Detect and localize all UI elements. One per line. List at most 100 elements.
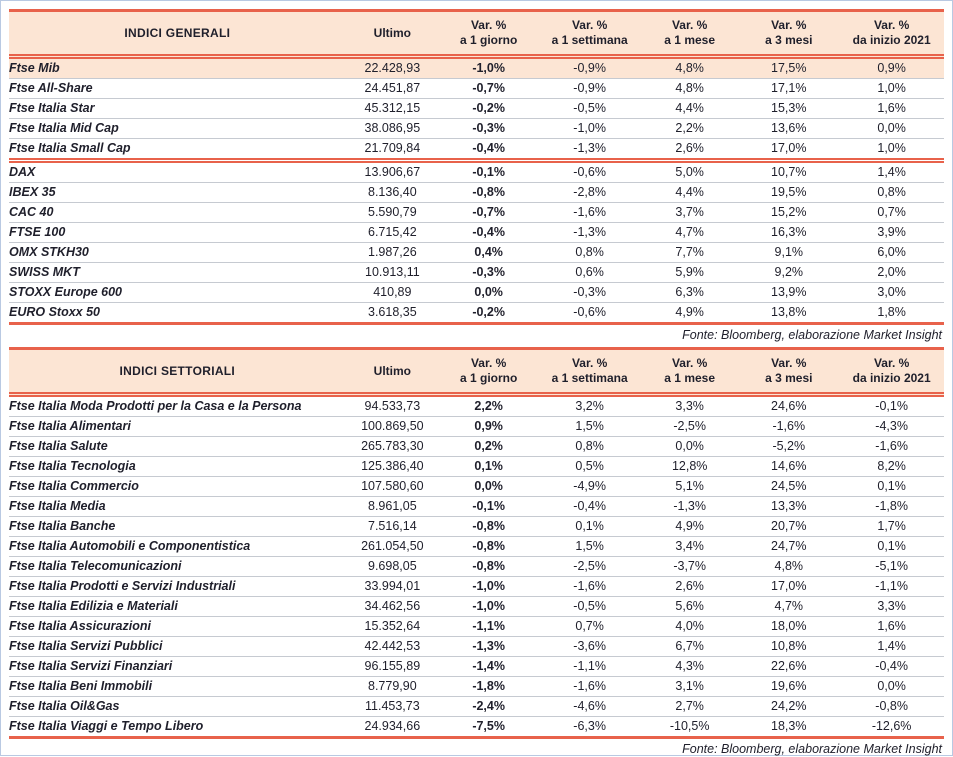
var-3-mesi-value: 10,7% [738,160,840,183]
table-row: SWISS MKT 10.913,11 -0,3% 0,6% 5,9% 9,2% 2,0% [9,262,944,283]
var-3-mesi-value: 14,6% [738,456,840,477]
var-1-giorno-value: 0,0% [439,282,539,303]
index-name: Ftse Italia Small Cap [9,138,346,163]
var-3-mesi-value: 24,5% [738,476,840,497]
table-row: Ftse Italia Oil&Gas 11.453,73 -2,4% -4,6% 2,… [9,696,944,717]
var-label: Var. % [671,18,708,32]
ultimo-value: 33.994,01 [345,576,440,597]
var-1-mese-value: 4,9% [641,516,739,537]
var-1-giorno-value: -7,5% [472,719,505,733]
var-3-mesi-value: 16,3% [738,222,840,243]
column-header-var-3-mesi: Var. % a 3 mesi [738,10,840,59]
var-1-mese-value: 2,6% [641,576,739,597]
ultimo-value: 96.155,89 [345,656,440,677]
var-1-mese-value: 4,4% [641,98,739,119]
index-name: Ftse Italia Tecnologia [9,456,346,477]
index-name: IBEX 35 [9,182,346,203]
index-name: Ftse Italia Telecomunicazioni [9,556,346,577]
var-1-giorno-value: 0,2% [439,436,539,457]
var-inizio-2021-value: -1,1% [839,576,944,597]
var-inizio-2021-value: -4,3% [839,416,944,437]
ultimo-value: 107.580,60 [345,476,440,497]
indici-settoriali-rows: Ftse Italia Moda Prodotti per la Casa e … [9,394,944,738]
table-row: Ftse Italia Servizi Pubblici 42.442,53 -1,… [9,636,944,657]
var-inizio-2021-value: 0,7% [839,202,944,223]
var-3-mesi-value: 4,8% [738,556,840,577]
ultimo-value: 15.352,64 [345,616,440,637]
period-label: a 1 settimana [551,371,628,385]
column-header-var-1-mese: Var. % a 1 mese [641,348,739,397]
var-1-settimana-value: -4,9% [538,476,642,497]
var-inizio-2021-value: 1,8% [877,305,906,319]
var-1-giorno-value: 0,0% [439,476,539,497]
var-1-giorno-value: -0,7% [439,202,539,223]
period-label: a 1 settimana [551,33,628,47]
table-row: EURO Stoxx 50 3.618,35 -0,2% -0,6% 4,9% 13,8%… [9,303,944,324]
var-inizio-2021-value: 1,7% [839,516,944,537]
index-name: Ftse Italia Commercio [9,476,346,497]
var-1-mese-value: 4,0% [641,616,739,637]
var-1-giorno-value: -0,8% [439,182,539,203]
var-1-giorno-value: -0,3% [439,118,539,139]
var-1-settimana-value: -1,3% [538,222,642,243]
var-1-giorno-value: -0,4% [439,222,539,243]
var-1-mese-value: 4,4% [641,182,739,203]
index-name: Ftse Italia Alimentari [9,416,346,437]
var-1-mese-value: 5,0% [641,160,739,183]
var-inizio-2021-value: 2,0% [839,262,944,283]
var-1-mese-value: 3,7% [641,202,739,223]
header-row: INDICI GENERALI Ultimo Var. % a 1 giorno… [9,10,944,59]
var-3-mesi-value: 13,9% [738,282,840,303]
table-row: Ftse Italia Viaggi e Tempo Libero 24.934,… [9,717,944,738]
var-inizio-2021-value: 8,2% [839,456,944,477]
ultimo-value: 265.783,30 [345,436,440,457]
var-inizio-2021-value: -1,6% [839,436,944,457]
ultimo-value: 94.533,73 [345,394,440,417]
var-inizio-2021-value: 0,9% [839,56,944,79]
var-1-mese-value: 6,3% [641,282,739,303]
period-label: a 3 mesi [765,33,813,47]
var-1-settimana-value: 0,6% [538,262,642,283]
var-1-mese-value: 2,2% [641,118,739,139]
var-1-giorno-value: -1,1% [439,616,539,637]
table-row: Ftse Mib 22.428,93 -1,0% -0,9% 4,8% 17,5% 0,9% [9,56,944,79]
var-1-mese-value: 3,3% [641,394,739,417]
var-inizio-2021-value: 1,0% [839,78,944,99]
column-header-ultimo: Ultimo [345,10,440,59]
var-1-giorno-value: -0,2% [472,305,505,319]
var-3-mesi-value: 18,3% [771,719,807,733]
var-inizio-2021-value: 3,3% [839,596,944,617]
source-note: Fonte: Bloomberg, elaborazione Market In… [682,742,942,756]
var-3-mesi-value: 9,1% [738,242,840,263]
var-1-mese-value: 4,8% [641,56,739,79]
var-1-settimana-value: -2,5% [538,556,642,577]
var-3-mesi-value: 20,7% [738,516,840,537]
index-name: Ftse Italia Prodotti e Servizi Industria… [9,576,346,597]
var-3-mesi-value: -1,6% [738,416,840,437]
var-inizio-2021-value: 1,6% [839,98,944,119]
var-3-mesi-value: 22,6% [738,656,840,677]
ultimo-value: 5.590,79 [345,202,440,223]
table-row: Ftse Italia Edilizia e Materiali 34.462,5… [9,596,944,617]
var-1-mese-value: -3,7% [641,556,739,577]
index-name: EURO Stoxx 50 [9,305,101,319]
table-row: Ftse Italia Automobili e Componentistica… [9,536,944,557]
var-label: Var. % [470,18,507,32]
var-label: Var. % [771,356,807,370]
var-3-mesi-value: 10,8% [738,636,840,657]
var-1-settimana-value: -4,6% [538,696,642,717]
index-name: Ftse Italia Servizi Finanziari [9,656,346,677]
var-inizio-2021-value: 1,0% [839,138,944,163]
indici-generali-table: INDICI GENERALI Ultimo Var. % a 1 giorno… [9,9,944,325]
index-name: Ftse Italia Moda Prodotti per la Casa e … [9,394,346,417]
var-3-mesi-value: 13,8% [771,305,807,319]
index-name: OMX STKH30 [9,242,346,263]
index-name: Ftse Italia Beni Immobili [9,676,346,697]
period-label: da inizio 2021 [852,371,931,385]
var-1-mese-value: 0,0% [641,436,739,457]
var-1-giorno-value: -0,7% [439,78,539,99]
var-1-mese-value: 4,9% [675,305,704,319]
index-name: Ftse Italia Servizi Pubblici [9,636,346,657]
var-label: Var. % [571,18,608,32]
index-name: Ftse Italia Banche [9,516,346,537]
